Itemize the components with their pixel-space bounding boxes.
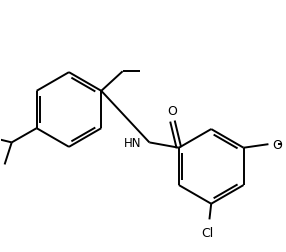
Text: O: O: [168, 105, 177, 118]
Text: O: O: [273, 138, 283, 151]
Text: HN: HN: [124, 136, 142, 149]
Text: Cl: Cl: [202, 226, 214, 239]
